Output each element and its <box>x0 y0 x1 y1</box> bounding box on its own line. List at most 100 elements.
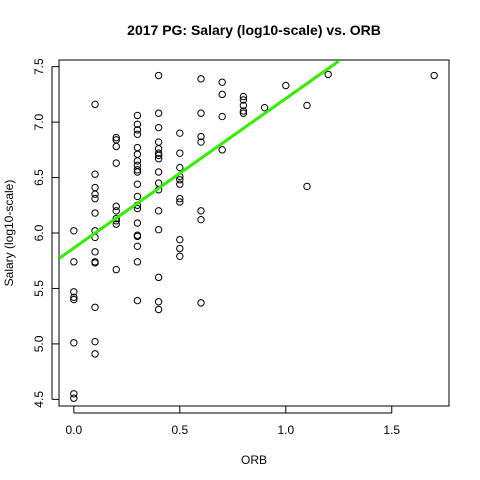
chart-title: 2017 PG: Salary (log10-scale) vs. ORB <box>127 22 381 38</box>
data-point <box>154 225 163 234</box>
data-point <box>91 190 99 198</box>
data-point <box>324 70 332 79</box>
data-point <box>154 154 163 163</box>
data-point <box>154 168 163 176</box>
data-point <box>239 109 248 117</box>
data-point <box>70 258 78 266</box>
data-point <box>133 258 142 266</box>
y-tick-label: 6.0 <box>32 224 46 241</box>
data-point <box>260 103 269 112</box>
data-point <box>176 194 184 203</box>
data-point <box>197 132 205 141</box>
data-point <box>112 159 120 167</box>
data-point <box>197 138 205 146</box>
data-point <box>70 339 78 347</box>
data-point <box>176 235 184 244</box>
data-point <box>154 298 163 306</box>
data-point <box>91 303 99 312</box>
data-point <box>70 288 78 296</box>
data-point <box>176 176 184 184</box>
data-point <box>239 96 248 104</box>
data-point <box>70 293 78 302</box>
data-point <box>133 157 142 165</box>
data-point <box>154 305 163 314</box>
data-point <box>70 227 78 235</box>
data-point <box>133 192 142 201</box>
data-point <box>239 101 248 110</box>
data-point <box>218 90 226 99</box>
data-point <box>176 198 184 206</box>
data-point <box>91 209 99 217</box>
x-tick-label: 0.5 <box>171 423 188 437</box>
x-tick-label: 0.0 <box>65 423 82 437</box>
data-point <box>133 120 142 129</box>
data-point <box>70 394 78 402</box>
regression-line <box>59 60 340 260</box>
data-point <box>218 78 226 86</box>
data-point <box>218 146 226 154</box>
data-point <box>91 100 99 109</box>
data-point <box>70 390 78 398</box>
y-tick-label: 7.5 <box>32 58 46 75</box>
data-point <box>133 180 142 188</box>
y-tick-label: 7.0 <box>32 113 46 130</box>
data-point <box>133 204 142 213</box>
data-point <box>176 149 184 157</box>
data-point <box>70 295 78 304</box>
data-point <box>112 220 120 228</box>
data-point <box>91 350 99 358</box>
data-point <box>91 194 99 203</box>
data-point <box>133 168 142 176</box>
x-tick-label: 1.0 <box>277 423 294 437</box>
x-axis-label: ORB <box>241 453 267 467</box>
data-point <box>176 180 184 188</box>
data-point <box>154 207 163 215</box>
data-point <box>91 337 99 346</box>
data-point <box>176 252 184 260</box>
data-point <box>176 163 184 172</box>
data-point <box>112 202 120 211</box>
y-axis-label: Salary (log10-scale) <box>2 180 16 287</box>
data-point <box>91 259 99 267</box>
data-point <box>133 111 142 120</box>
plot-area: 0.0 0.5 1.0 1.5 4.5 5.0 5.5 6.0 6.5 7.0 7.5 <box>32 58 450 437</box>
data-point <box>133 242 142 251</box>
y-tick-label: 6.5 <box>32 169 46 186</box>
data-point <box>91 248 99 256</box>
x-tick-label: 1.5 <box>383 423 400 437</box>
data-point <box>133 219 142 227</box>
data-point <box>239 107 248 115</box>
data-point <box>154 71 163 80</box>
data-point <box>112 133 120 142</box>
data-point <box>112 142 120 151</box>
data-point <box>197 299 205 307</box>
data-point <box>133 166 142 174</box>
data-point <box>154 109 163 117</box>
data-point <box>282 81 290 90</box>
y-tick-label: 4.5 <box>32 391 46 408</box>
data-point <box>154 273 163 282</box>
data-point <box>176 244 184 253</box>
x-axis: 0.0 0.5 1.0 1.5 <box>65 406 400 437</box>
data-point <box>154 149 163 157</box>
data-point <box>112 265 120 274</box>
data-point <box>91 170 99 178</box>
data-point <box>197 75 205 83</box>
data-point <box>154 123 163 132</box>
data-point <box>133 296 142 305</box>
data-point <box>218 112 226 121</box>
scatter-series <box>70 70 438 402</box>
data-point <box>303 182 311 191</box>
data-point <box>239 92 248 101</box>
data-point <box>176 129 184 137</box>
y-tick-label: 5.5 <box>32 280 46 297</box>
data-point <box>197 109 205 117</box>
data-point <box>430 71 438 80</box>
data-point <box>197 215 205 224</box>
data-point <box>133 126 142 134</box>
y-axis: 4.5 5.0 5.5 6.0 6.5 7.0 7.5 <box>32 58 59 408</box>
data-point <box>133 232 142 241</box>
data-point <box>303 101 311 110</box>
